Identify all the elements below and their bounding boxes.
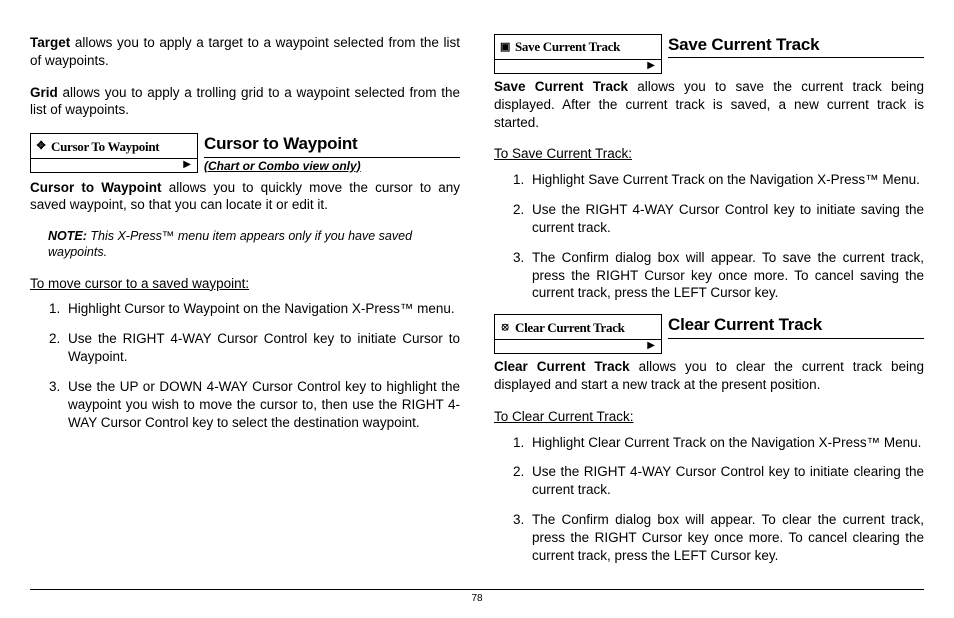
- clear-steps: Highlight Clear Current Track on the Nav…: [494, 434, 924, 565]
- note-label: NOTE:: [48, 229, 87, 243]
- cursor-menu-top: ✥ Cursor To Waypoint: [31, 134, 197, 158]
- note-text: This X-Press™ menu item appears only if …: [48, 229, 412, 259]
- save-title-wrap: Save Current Track: [668, 34, 924, 73]
- target-text: allows you to apply a target to a waypoi…: [30, 35, 460, 68]
- clear-menu-icon: ⦻: [499, 321, 511, 333]
- save-lead: Save Current Track allows you to save th…: [494, 78, 924, 131]
- target-paragraph: Target allows you to apply a target to a…: [30, 34, 460, 70]
- cursor-lead: Cursor to Waypoint allows you to quickly…: [30, 179, 460, 215]
- grid-term: Grid: [30, 85, 58, 100]
- cursor-subtitle: (Chart or Combo view only): [204, 159, 460, 175]
- clear-heading: Clear Current Track: [668, 314, 924, 338]
- grid-paragraph: Grid allows you to apply a trolling grid…: [30, 84, 460, 120]
- save-instr-title: To Save Current Track:: [494, 145, 924, 163]
- save-menu-arrow: ▶: [495, 59, 661, 73]
- list-item: Use the RIGHT 4-WAY Cursor Control key t…: [64, 330, 460, 366]
- cursor-instr-title: To move cursor to a saved waypoint:: [30, 275, 460, 293]
- save-lead-term: Save Current Track: [494, 79, 628, 94]
- list-item: The Confirm dialog box will appear. To s…: [528, 249, 924, 302]
- list-item: The Confirm dialog box will appear. To c…: [528, 511, 924, 564]
- save-section-header: ▣ Save Current Track ▶ Save Current Trac…: [494, 34, 924, 74]
- clear-menu-arrow: ▶: [495, 339, 661, 353]
- list-item: Use the RIGHT 4-WAY Cursor Control key t…: [528, 463, 924, 499]
- list-item: Highlight Cursor to Waypoint on the Navi…: [64, 300, 460, 318]
- cursor-menu-icon: ✥: [35, 140, 47, 152]
- save-steps: Highlight Save Current Track on the Navi…: [494, 171, 924, 302]
- clear-section-header: ⦻ Clear Current Track ▶ Clear Current Tr…: [494, 314, 924, 354]
- list-item: Highlight Clear Current Track on the Nav…: [528, 434, 924, 452]
- cursor-menu-arrow: ▶: [31, 158, 197, 172]
- list-item: Use the UP or DOWN 4-WAY Cursor Control …: [64, 378, 460, 431]
- cursor-menu-box: ✥ Cursor To Waypoint ▶: [30, 133, 198, 173]
- clear-instr-title: To Clear Current Track:: [494, 408, 924, 426]
- page-content: Target allows you to apply a target to a…: [30, 34, 924, 583]
- cursor-section-header: ✥ Cursor To Waypoint ▶ Cursor to Waypoin…: [30, 133, 460, 174]
- cursor-lead-term: Cursor to Waypoint: [30, 180, 162, 195]
- clear-lead: Clear Current Track allows you to clear …: [494, 358, 924, 394]
- clear-title-wrap: Clear Current Track: [668, 314, 924, 353]
- clear-menu-box: ⦻ Clear Current Track ▶: [494, 314, 662, 354]
- clear-menu-top: ⦻ Clear Current Track: [495, 315, 661, 339]
- left-column: Target allows you to apply a target to a…: [30, 34, 460, 583]
- list-item: Use the RIGHT 4-WAY Cursor Control key t…: [528, 201, 924, 237]
- cursor-heading: Cursor to Waypoint: [204, 133, 460, 157]
- save-menu-box: ▣ Save Current Track ▶: [494, 34, 662, 74]
- save-menu-icon: ▣: [499, 41, 511, 53]
- cursor-note: NOTE: This X-Press™ menu item appears on…: [48, 228, 460, 261]
- save-heading: Save Current Track: [668, 34, 924, 58]
- save-menu-top: ▣ Save Current Track: [495, 35, 661, 59]
- clear-menu-label: Clear Current Track: [515, 319, 625, 336]
- cursor-steps: Highlight Cursor to Waypoint on the Navi…: [30, 300, 460, 431]
- right-column: ▣ Save Current Track ▶ Save Current Trac…: [494, 34, 924, 583]
- grid-text: allows you to apply a trolling grid to a…: [30, 85, 460, 118]
- target-term: Target: [30, 35, 70, 50]
- list-item: Highlight Save Current Track on the Navi…: [528, 171, 924, 189]
- save-menu-label: Save Current Track: [515, 38, 620, 55]
- clear-lead-term: Clear Current Track: [494, 359, 630, 374]
- cursor-title-wrap: Cursor to Waypoint (Chart or Combo view …: [204, 133, 460, 174]
- cursor-menu-label: Cursor To Waypoint: [51, 138, 159, 155]
- page-number: 78: [471, 593, 482, 604]
- page-footer: 78: [30, 589, 924, 604]
